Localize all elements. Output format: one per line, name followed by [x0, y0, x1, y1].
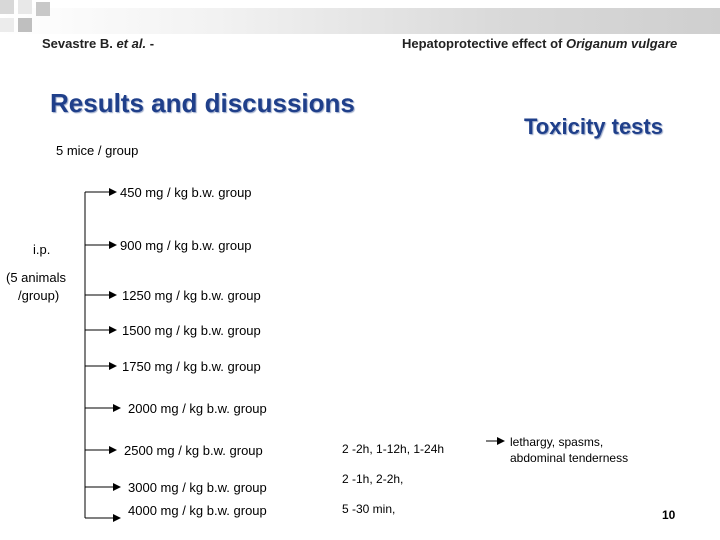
header-dash: - — [149, 36, 155, 51]
dose-1250: 1250 mg / kg b.w. group — [122, 288, 261, 303]
effects-line1: lethargy, spasms, — [510, 435, 604, 449]
decor-square — [36, 2, 50, 16]
header-band — [0, 8, 720, 34]
dose-1500: 1500 mg / kg b.w. group — [122, 323, 261, 338]
onset-4000: 5 -30 min, — [342, 502, 396, 516]
dose-1750: 1750 mg / kg b.w. group — [122, 359, 261, 374]
decor-square — [18, 18, 32, 32]
dose-900: 900 mg / kg b.w. group — [120, 238, 252, 253]
header-etal: et al. — [116, 36, 147, 51]
route-line3: /group) — [18, 288, 60, 303]
page-subtitle: Toxicity tests — [524, 114, 663, 139]
page-number: 10 — [662, 508, 676, 522]
header-author: Sevastre B. — [42, 36, 113, 51]
dose-2500: 2500 mg / kg b.w. group — [124, 443, 263, 458]
header-prefix: Hepatoprotective effect of — [402, 36, 563, 51]
header-right: Hepatoprotective effect of Origanum vulg… — [402, 36, 677, 51]
onset-3000: 2 -1h, 2-2h, — [342, 472, 404, 486]
header-left: Sevastre B. et al. - — [42, 36, 154, 51]
route-line2: (5 animals — [6, 270, 66, 285]
onset-2500: 2 -2h, 1-12h, 1-24h — [342, 442, 445, 456]
effects-line2: abdominal tenderness — [510, 451, 629, 465]
dose-4000: 4000 mg / kg b.w. group — [128, 503, 267, 518]
decor-square — [0, 18, 14, 32]
decor-square — [18, 0, 32, 14]
header-species: Origanum vulgare — [566, 36, 678, 51]
group-note: 5 mice / group — [56, 143, 139, 158]
dose-2000: 2000 mg / kg b.w. group — [128, 401, 267, 416]
decor-square — [0, 0, 14, 14]
dose-3000: 3000 mg / kg b.w. group — [128, 480, 267, 495]
page-title: Results and discussions — [50, 88, 355, 118]
dose-450: 450 mg / kg b.w. group — [120, 185, 252, 200]
route-line1: i.p. — [33, 242, 51, 257]
